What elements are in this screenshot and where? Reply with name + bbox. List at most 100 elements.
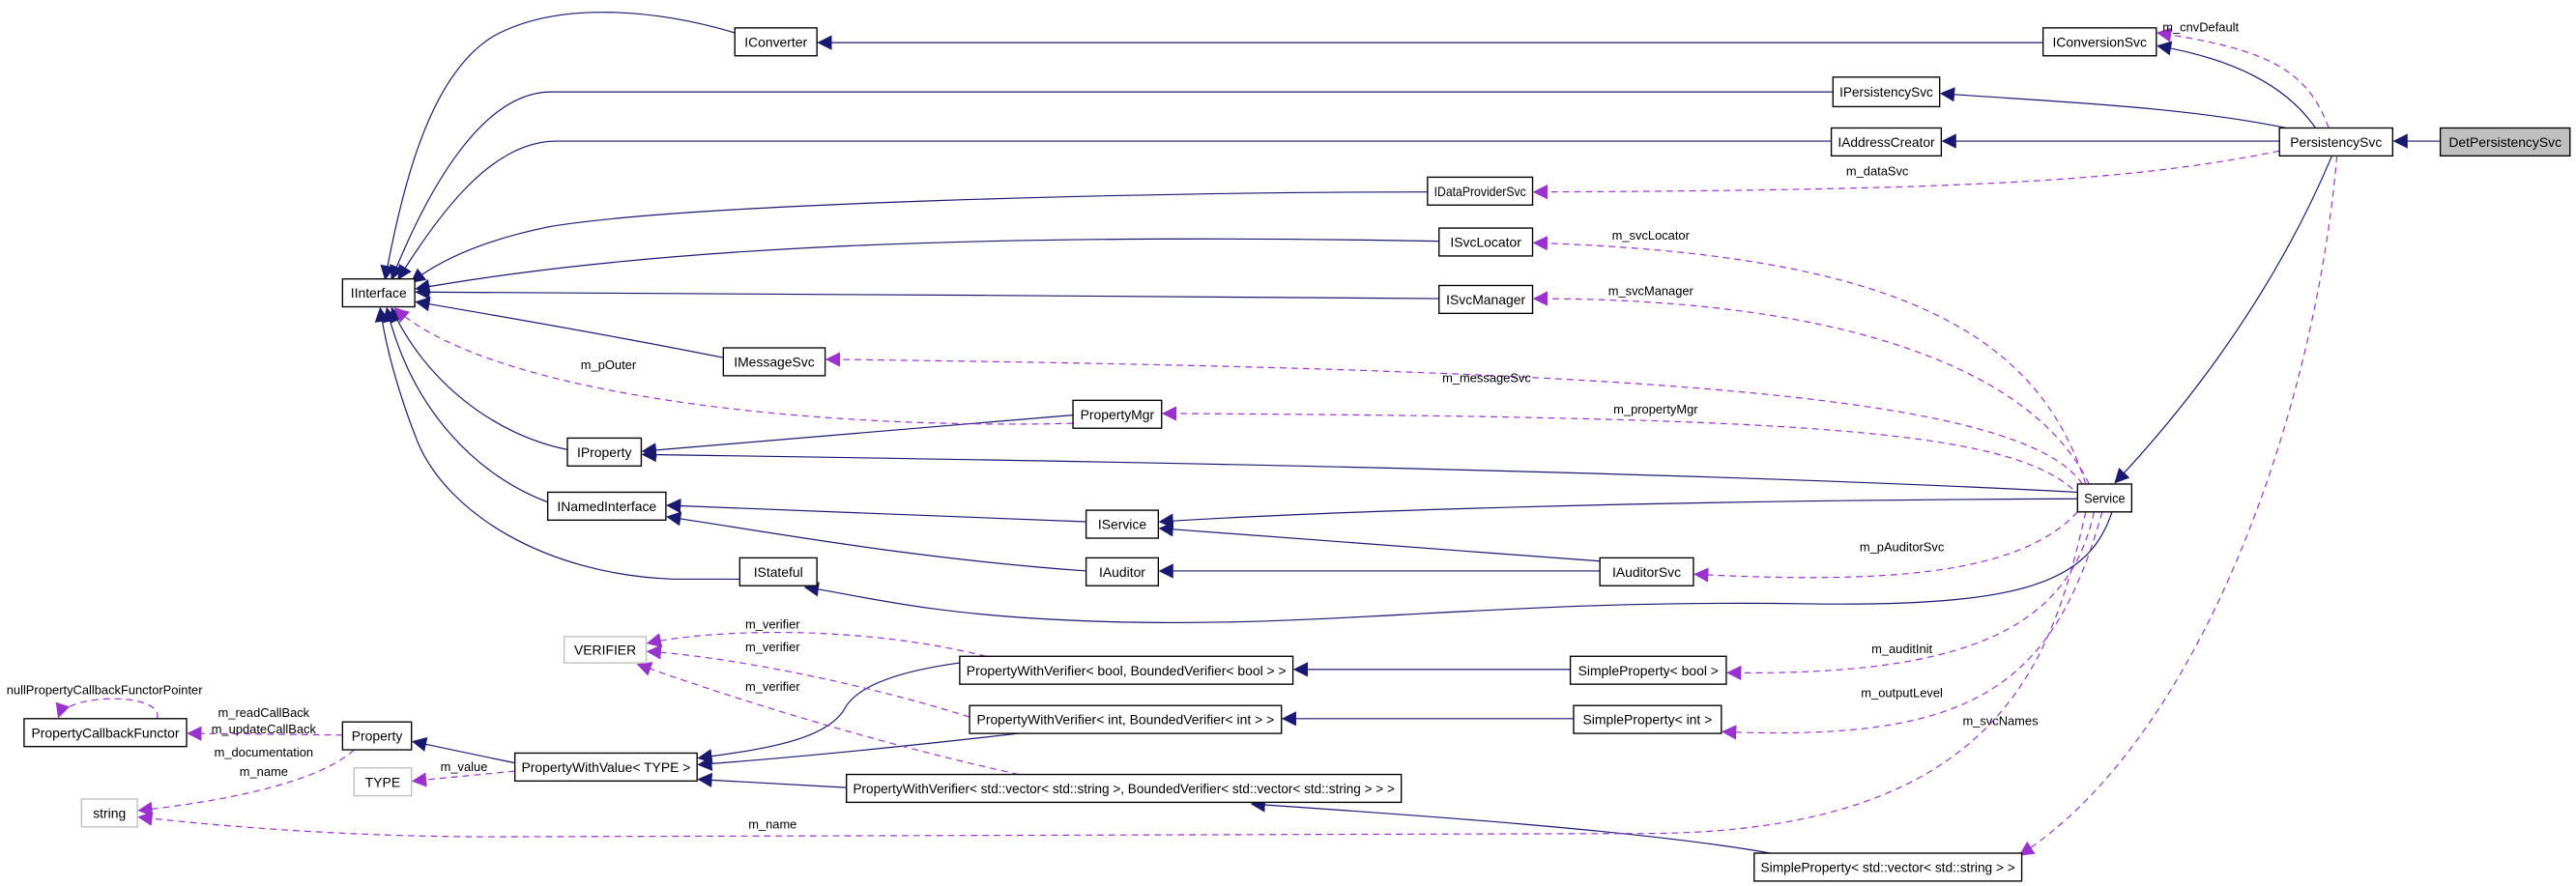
node-label: SimpleProperty< int > bbox=[1583, 712, 1713, 728]
edge-line bbox=[666, 511, 1086, 572]
class-node-idataprovidersvc[interactable]: IDataProviderSvc bbox=[1427, 176, 1534, 206]
edge-line bbox=[2156, 27, 2330, 129]
node-box bbox=[2278, 127, 2394, 157]
node-label: PropertyCallbackFunctor bbox=[31, 725, 179, 740]
class-node-isvcmanager[interactable]: ISvcManager bbox=[1438, 284, 1534, 315]
edge-line bbox=[55, 698, 159, 719]
class-node-inamedinterface[interactable]: INamedInterface bbox=[546, 491, 667, 521]
inheritance-edge-iconverter-to-iinterface bbox=[380, 12, 736, 281]
edge-label: m_readCallBack bbox=[218, 705, 310, 720]
class-node-spvec[interactable]: SimpleProperty< std::vector< std::string… bbox=[1753, 852, 2023, 882]
edge-label: m_propertyMgr bbox=[1613, 402, 1698, 416]
class-node-istateful[interactable]: IStateful bbox=[738, 557, 818, 586]
edge-line bbox=[2018, 156, 2338, 856]
usage-edge-propertywithvalue-to-type: m_value bbox=[411, 759, 515, 787]
edge-label: nullPropertyCallbackFunctorPointer bbox=[7, 682, 203, 697]
edge-line bbox=[1158, 522, 1601, 562]
node-label: TYPE bbox=[365, 774, 400, 789]
usage-edge-pwvvec-to-verifier: m_verifier bbox=[636, 662, 1020, 776]
edge-line bbox=[1161, 406, 2073, 490]
class-node-iauditor[interactable]: IAuditor bbox=[1085, 557, 1160, 586]
node-label: IService bbox=[1098, 517, 1146, 532]
class-node-iproperty[interactable]: IProperty bbox=[566, 437, 643, 467]
usage-edge-service-to-spbool: m_auditInit bbox=[1726, 511, 2095, 681]
class-node-pwvvec[interactable]: PropertyWithVerifier< std::vector< std::… bbox=[846, 773, 1403, 804]
inheritance-edge-persistencysvc-to-ipersistencysvc bbox=[1939, 87, 2287, 129]
class-node-propertywithvalue[interactable]: PropertyWithValue< TYPE > bbox=[513, 752, 698, 782]
usage-edge-property-to-propertycallbackfunctor: m_readCallBack m_updateCallBack bbox=[187, 705, 343, 741]
usage-edge-propertycallbackfunctor-to-propertycallbackfunctor: nullPropertyCallbackFunctorPointer bbox=[7, 682, 203, 719]
inheritance-edge-isvclocator-to-iinterface bbox=[415, 238, 1439, 295]
class-node-string[interactable]: string bbox=[80, 798, 138, 828]
node-label: PropertyWithVerifier< bool, BoundedVerif… bbox=[967, 663, 1287, 678]
inheritance-edge-inamedinterface-to-iinterface bbox=[383, 306, 548, 503]
edge-label: m_name bbox=[240, 764, 288, 779]
class-node-pwvbool[interactable]: PropertyWithVerifier< bool, BoundedVerif… bbox=[959, 655, 1294, 685]
usage-edge-persistencysvc-to-idataprovidersvc: m_dataSvc bbox=[1532, 150, 2280, 200]
node-label: IConverter bbox=[744, 34, 807, 49]
node-box bbox=[1427, 176, 1534, 206]
edge-line bbox=[1939, 87, 2287, 129]
usage-edge-propertymgr-to-iinterface: m_pOuter bbox=[393, 307, 1074, 425]
class-node-isvclocator[interactable]: ISvcLocator bbox=[1438, 227, 1534, 257]
usage-edge-service-to-string: m_name bbox=[137, 511, 2087, 838]
inheritance-edge-isvcmanager-to-iinterface bbox=[415, 284, 1439, 300]
edge-label: m_cnvDefault bbox=[2162, 19, 2239, 34]
node-box bbox=[2439, 127, 2571, 157]
edge-label: m_dataSvc bbox=[1846, 164, 1909, 179]
edge-line bbox=[1721, 511, 2103, 740]
edge-line bbox=[415, 238, 1439, 295]
edge-line bbox=[391, 306, 568, 450]
node-box bbox=[1830, 127, 1943, 157]
class-node-iservice[interactable]: IService bbox=[1085, 509, 1160, 539]
class-node-propertycallbackfunctor[interactable]: PropertyCallbackFunctor bbox=[23, 718, 188, 748]
node-box bbox=[1072, 399, 1163, 429]
edge-line bbox=[411, 770, 515, 787]
class-node-detpersistencysvc[interactable]: DetPersistencySvc bbox=[2439, 127, 2571, 157]
node-label: PropertyWithVerifier< std::vector< std::… bbox=[853, 781, 1394, 796]
edge-line bbox=[825, 352, 2083, 485]
node-box bbox=[513, 752, 698, 782]
class-node-imessagesvc[interactable]: IMessageSvc bbox=[722, 347, 826, 377]
edge-line bbox=[641, 446, 2078, 494]
class-node-propertymgr[interactable]: PropertyMgr bbox=[1072, 399, 1163, 429]
edge-line bbox=[1532, 150, 2280, 200]
class-node-ipersistencysvc[interactable]: IPersistencySvc bbox=[1832, 76, 1941, 108]
edge-line bbox=[383, 306, 548, 503]
class-node-service[interactable]: Service bbox=[2076, 483, 2133, 513]
node-box bbox=[1438, 284, 1534, 315]
edges-layer: m_cnvDefault m_dataSvc m_svcLocator m_svcMa… bbox=[7, 12, 2441, 856]
class-node-iinterface[interactable]: IInterface bbox=[341, 278, 416, 308]
usage-edge-service-to-imessagesvc: m_messageSvc bbox=[825, 352, 2083, 485]
edge-line bbox=[666, 498, 1086, 523]
class-node-iaddresscreator[interactable]: IAddressCreator bbox=[1830, 127, 1943, 157]
class-node-verifier[interactable]: VERIFIER bbox=[563, 636, 648, 664]
class-node-iconverter[interactable]: IConverter bbox=[734, 27, 818, 57]
class-node-pwvint[interactable]: PropertyWithVerifier< int, BoundedVerifi… bbox=[969, 704, 1283, 734]
class-node-iauditorsvc[interactable]: IAuditorSvc bbox=[1599, 557, 1694, 586]
node-box bbox=[1085, 509, 1160, 539]
node-label: PropertyWithValue< TYPE > bbox=[521, 759, 690, 775]
class-node-spbool[interactable]: SimpleProperty< bool > bbox=[1569, 655, 1727, 685]
usage-edge-service-to-propertymgr: m_propertyMgr bbox=[1161, 402, 2073, 490]
edge-label: m_verifier bbox=[745, 679, 800, 694]
inheritance-edge-imessagesvc-to-iinterface bbox=[415, 297, 724, 358]
usage-edge-service-to-isvcmanager: m_svcManager bbox=[1532, 284, 2090, 485]
node-box bbox=[341, 278, 416, 308]
edge-line bbox=[397, 140, 1832, 280]
class-node-persistencysvc[interactable]: PersistencySvc bbox=[2278, 127, 2394, 157]
node-box bbox=[566, 437, 643, 467]
node-box bbox=[1573, 704, 1722, 734]
edge-line bbox=[415, 284, 1439, 300]
class-node-type[interactable]: TYPE bbox=[353, 767, 413, 797]
edge-line bbox=[380, 12, 736, 281]
usage-edge-service-to-spint: m_outputLevel bbox=[1721, 511, 2103, 740]
usage-edge-property-to-string: m_documentation m_name bbox=[137, 745, 355, 816]
class-node-iconversionsvc[interactable]: IConversionSvc bbox=[2041, 27, 2157, 57]
node-label: VERIFIER bbox=[574, 643, 636, 658]
class-node-property[interactable]: Property bbox=[341, 721, 413, 751]
node-box bbox=[1085, 557, 1160, 586]
class-node-spint[interactable]: SimpleProperty< int > bbox=[1573, 704, 1722, 734]
inheritance-edge-spvec-to-pwvvec bbox=[1250, 797, 1771, 854]
